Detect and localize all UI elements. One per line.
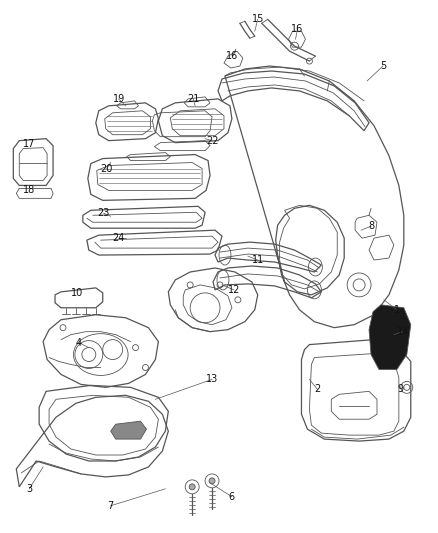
Text: 7: 7: [108, 500, 114, 511]
Circle shape: [209, 478, 215, 484]
Text: 15: 15: [251, 14, 264, 25]
Text: 6: 6: [229, 492, 235, 502]
Text: 2: 2: [314, 384, 321, 394]
Text: 5: 5: [380, 61, 386, 71]
Text: 4: 4: [76, 337, 82, 348]
Text: 18: 18: [23, 185, 35, 196]
Text: 20: 20: [101, 164, 113, 174]
Text: 12: 12: [228, 285, 240, 295]
Text: 19: 19: [113, 94, 125, 104]
Text: 16: 16: [226, 51, 238, 61]
Text: 13: 13: [206, 374, 218, 384]
Text: 17: 17: [23, 139, 35, 149]
Polygon shape: [111, 421, 146, 439]
Text: 16: 16: [291, 24, 304, 34]
Text: 11: 11: [251, 255, 264, 265]
Text: 24: 24: [113, 233, 125, 243]
Text: 23: 23: [98, 208, 110, 219]
Polygon shape: [369, 305, 411, 369]
Text: 21: 21: [187, 94, 199, 104]
Text: 9: 9: [398, 384, 404, 394]
Text: 8: 8: [368, 221, 374, 231]
Text: 10: 10: [71, 288, 83, 298]
Text: 22: 22: [206, 136, 218, 146]
Circle shape: [189, 484, 195, 490]
Text: 3: 3: [26, 484, 32, 494]
Text: 14: 14: [397, 327, 409, 337]
Text: 1: 1: [394, 305, 400, 315]
